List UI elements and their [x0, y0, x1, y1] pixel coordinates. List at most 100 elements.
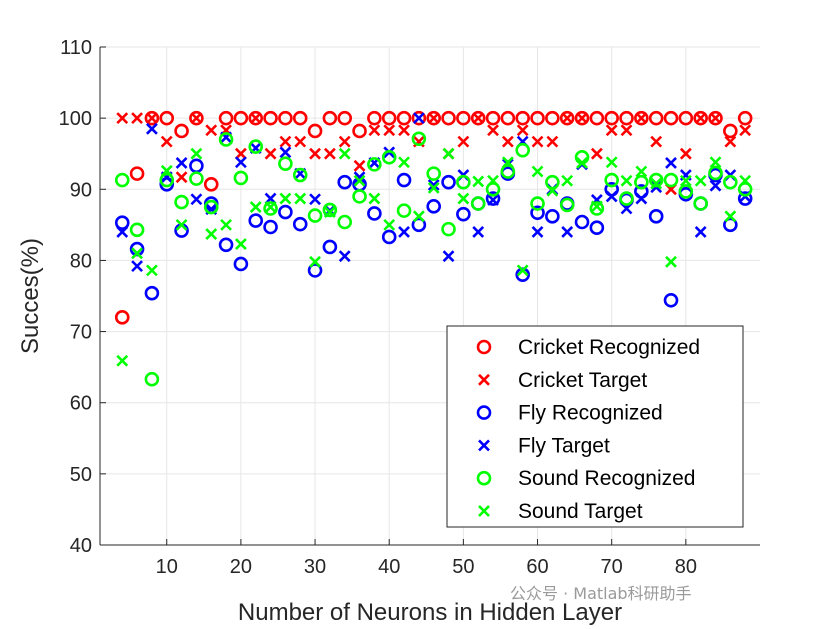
sound-target-point — [264, 201, 277, 213]
cricket-recognized-point — [233, 110, 249, 126]
fly-target-point — [487, 194, 499, 206]
sound-target-point — [724, 210, 737, 223]
cricket-recognized-point — [307, 123, 323, 139]
cricket-target-point — [576, 112, 588, 125]
fly-recognized-point — [723, 217, 738, 233]
cricket-target-point — [561, 112, 574, 125]
sound-target-point — [383, 218, 396, 231]
fly-recognized-point — [441, 174, 456, 190]
sound-target-point — [605, 156, 618, 169]
sound-target-point — [398, 156, 410, 169]
cricket-recognized-point — [678, 110, 694, 126]
sound-target-point — [353, 174, 366, 187]
legend-marker — [478, 439, 490, 452]
cricket-target-point — [650, 135, 663, 148]
sound-target-point — [531, 165, 544, 178]
sound-recognized-point — [278, 156, 293, 171]
sound-recognized-point — [381, 149, 397, 165]
fly-target-point — [635, 192, 648, 205]
y-axis-label: Succes(%) — [17, 238, 44, 354]
sound-recognized-point — [485, 181, 501, 197]
y-tick-label: 60 — [70, 393, 92, 415]
legend-marker — [476, 405, 492, 420]
cricket-target-point — [338, 135, 351, 148]
legend-label: Sound Recognized — [518, 467, 695, 490]
cricket-recognized-point — [248, 110, 264, 126]
sound-recognized-point — [129, 222, 145, 238]
cricket-recognized-point — [203, 177, 219, 192]
fly-target-point — [605, 190, 618, 203]
sound-target-point — [590, 200, 603, 213]
cricket-target-point — [249, 112, 262, 125]
sound-recognized-point — [604, 172, 619, 188]
cricket-recognized-point — [693, 110, 708, 126]
fly-target-point — [472, 226, 485, 238]
cricket-target-point — [205, 124, 218, 137]
fly-recognized-point — [263, 219, 278, 235]
fly-recognized-point — [144, 285, 160, 301]
fly-target-point — [279, 146, 292, 159]
cricket-recognized-point — [322, 110, 338, 126]
y-tick-label: 110 — [60, 37, 92, 59]
fly-target-point — [412, 112, 425, 125]
cricket-target-point — [323, 147, 336, 160]
sound-recognized-point — [619, 191, 634, 206]
cricket-recognized-point — [144, 110, 160, 126]
cricket-recognized-point — [485, 110, 501, 126]
sound-recognized-point — [663, 172, 679, 188]
y-tick-label: 80 — [70, 250, 92, 272]
legend-label: Fly Recognized — [518, 402, 663, 425]
fly-target-point — [309, 193, 321, 206]
cricket-recognized-point — [648, 110, 664, 126]
cricket-target-point — [531, 135, 544, 148]
sound-target-point — [323, 206, 336, 218]
fly-recognized-point — [396, 172, 412, 188]
sound-target-point — [665, 255, 677, 268]
sound-target-point — [131, 247, 143, 260]
cricket-recognized-point — [456, 110, 471, 126]
y-tick-label: 90 — [70, 179, 92, 201]
cricket-recognized-point — [604, 110, 619, 126]
sound-recognized-point — [396, 203, 412, 218]
sound-recognized-point — [559, 197, 575, 213]
cricket-target-point — [501, 135, 514, 148]
sound-target-point — [220, 218, 232, 231]
cricket-recognized-point — [470, 110, 486, 126]
sound-target-point — [635, 165, 648, 178]
fly-recognized-point — [248, 213, 264, 228]
sound-recognized-point — [678, 184, 694, 199]
fly-target-point — [531, 226, 544, 238]
cricket-target-point — [709, 112, 722, 125]
sound-target-point — [679, 174, 692, 187]
legend-marker — [478, 505, 490, 517]
cricket-recognized-point — [663, 110, 679, 126]
cricket-target-point — [679, 147, 692, 160]
fly-recognized-point — [381, 229, 397, 245]
cricket-target-point — [457, 135, 470, 148]
cricket-target-point — [131, 112, 143, 125]
sound-recognized-point — [441, 221, 456, 237]
fly-recognized-point — [426, 199, 442, 214]
fly-target-point — [234, 156, 247, 169]
cricket-recognized-point — [396, 110, 412, 126]
legend-label: Fly Target — [518, 434, 610, 457]
fly-recognized-point — [189, 158, 204, 174]
cricket-recognized-point — [426, 110, 442, 126]
cricket-target-point — [635, 112, 648, 125]
watermark: 公众号 · Matlab科研助手 — [510, 584, 692, 603]
fly-recognized-point — [530, 205, 545, 221]
cricket-recognized-point — [278, 110, 293, 126]
fly-recognized-point — [233, 256, 249, 272]
sound-recognized-point — [634, 174, 649, 190]
sound-target-point — [442, 147, 455, 160]
fly-recognized-point — [337, 174, 353, 190]
fly-recognized-point — [278, 204, 293, 220]
fly-recognized-point — [456, 206, 471, 222]
cricket-target-point — [724, 135, 737, 148]
cricket-recognized-point — [292, 110, 308, 126]
sound-recognized-point — [263, 201, 278, 216]
y-tick-label: 70 — [70, 322, 92, 344]
cricket-target-point — [116, 112, 129, 125]
y-tick-label: 100 — [59, 108, 92, 130]
